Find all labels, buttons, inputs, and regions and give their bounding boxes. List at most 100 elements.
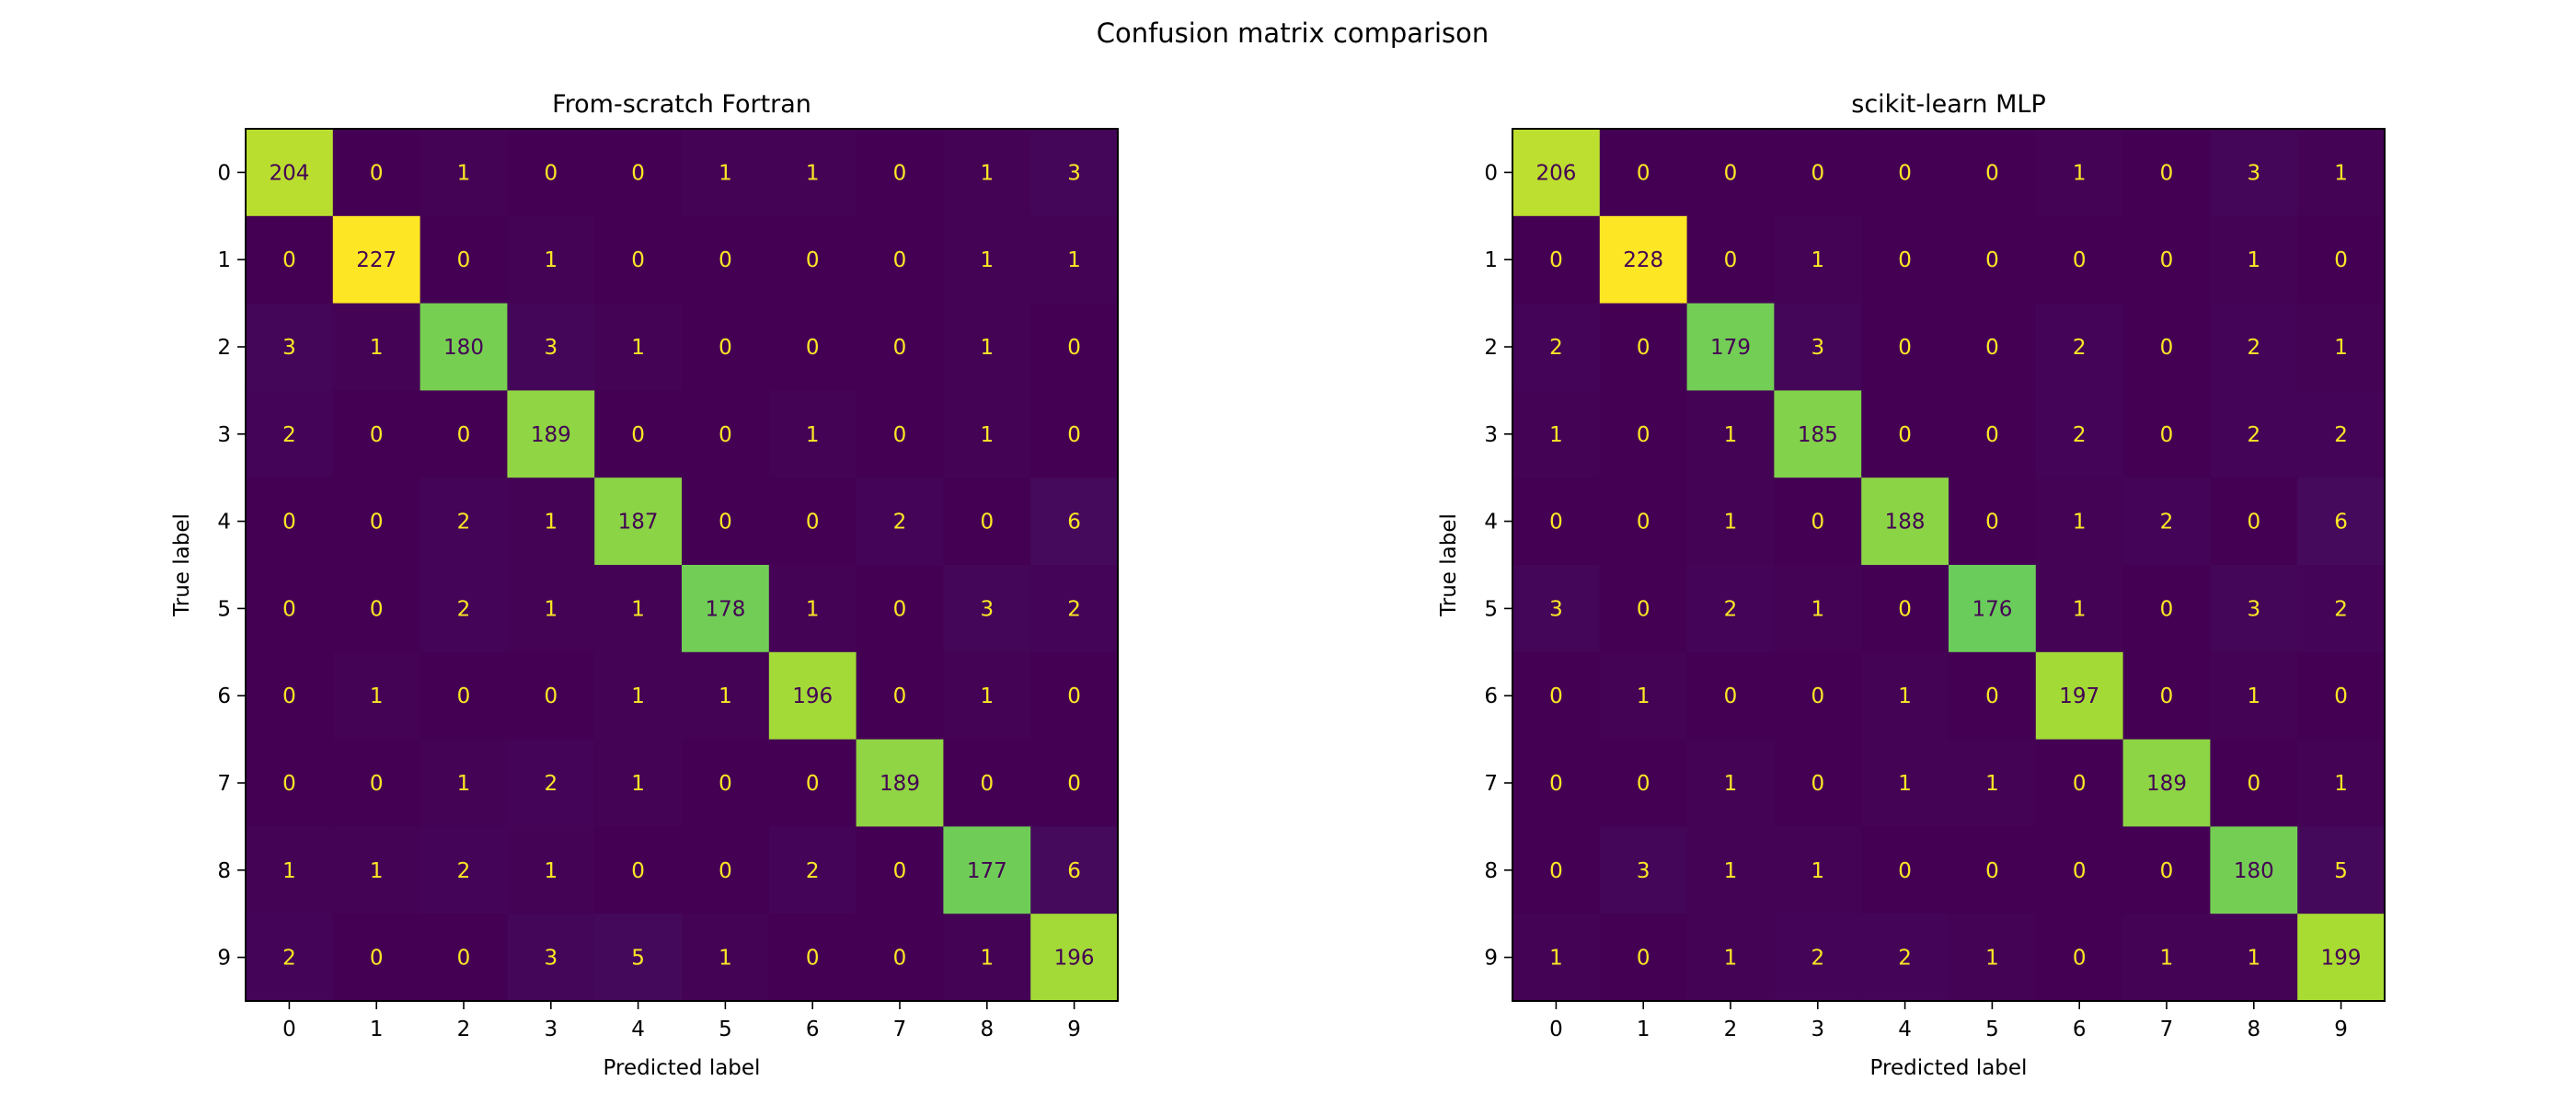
cell-value-label: 0 (282, 511, 296, 535)
cell-value-label: 2 (2334, 597, 2348, 621)
y-tick-label: 5 (217, 597, 231, 621)
cell-value-label: 0 (1637, 511, 1650, 535)
matrix-cell (2035, 914, 2124, 1002)
matrix-cell (2122, 826, 2211, 914)
matrix-cell (2122, 565, 2211, 653)
cell-value-label: 1 (631, 597, 645, 621)
matrix-cell (1512, 565, 1601, 653)
matrix-cell (1512, 826, 1601, 914)
matrix-cell (1512, 303, 1601, 391)
cell-value-label: 0 (282, 248, 296, 272)
matrix-cell (2122, 303, 2211, 391)
matrix-cell (2035, 390, 2124, 478)
matrix-cell (594, 390, 683, 478)
x-tick-label: 8 (2247, 1018, 2260, 1041)
matrix-cell (2210, 215, 2298, 305)
matrix-cell (768, 651, 857, 741)
figure-title: Confusion matrix comparison (1097, 17, 1489, 49)
cell-value-label: 3 (2247, 597, 2260, 621)
matrix-cell (1861, 215, 1949, 305)
matrix-cell (2210, 390, 2298, 478)
matrix-cell (2035, 565, 2124, 653)
matrix-cell (768, 565, 857, 653)
cell-value-label: 1 (1724, 947, 1738, 971)
cell-value-label: 0 (893, 947, 907, 971)
matrix-cell (2122, 215, 2211, 305)
cell-value-label: 0 (631, 248, 645, 272)
x-tick-label: 7 (893, 1018, 907, 1041)
cell-value-label: 2 (1549, 336, 1563, 360)
matrix-cell (507, 215, 595, 305)
cell-value-label: 1 (544, 597, 558, 621)
matrix-cell (1774, 826, 1862, 914)
matrix-cell (1512, 739, 1601, 827)
cell-value-label: 0 (544, 161, 558, 185)
cell-value-label: 0 (1067, 772, 1081, 796)
matrix-cell (943, 303, 1031, 391)
matrix-cell (246, 129, 334, 217)
matrix-cell (594, 477, 683, 566)
matrix-cell (1861, 129, 1949, 217)
cell-value-label: 1 (980, 947, 994, 971)
cell-value-label: 0 (1898, 597, 1912, 621)
cell-value-label: 5 (631, 947, 645, 971)
cell-value-label: 0 (806, 772, 820, 796)
matrix-cell (682, 390, 770, 478)
cell-value-label: 0 (2160, 161, 2174, 185)
matrix-cell (856, 477, 944, 566)
cell-value-label: 1 (2247, 947, 2260, 971)
matrix-cell (1599, 914, 1688, 1002)
cell-value-label: 0 (1637, 947, 1650, 971)
cell-value-label: 1 (1898, 684, 1912, 708)
cell-value-label: 0 (1811, 772, 1824, 796)
cell-value-label: 180 (443, 336, 484, 360)
y-tick-label: 9 (217, 947, 231, 971)
cell-value-label: 0 (1724, 161, 1738, 185)
matrix-cell (2297, 129, 2386, 217)
y-tick-label: 0 (1484, 161, 1498, 185)
cell-value-label: 0 (1067, 684, 1081, 708)
matrix-cell (2035, 215, 2124, 305)
matrix-cell (2122, 739, 2211, 827)
cell-value-label: 3 (544, 947, 558, 971)
matrix-cell (1861, 390, 1949, 478)
matrix-cell (2297, 914, 2386, 1002)
cell-value-label: 2 (1724, 597, 1738, 621)
cell-value-label: 0 (1811, 161, 1824, 185)
cell-value-label: 0 (282, 597, 296, 621)
matrix-cell (332, 477, 421, 566)
cell-value-label: 1 (806, 423, 820, 447)
x-tick-label: 2 (457, 1018, 471, 1041)
cell-value-label: 0 (1811, 511, 1824, 535)
matrix-cell (2297, 826, 2386, 914)
cell-value-label: 1 (980, 336, 994, 360)
cell-value-label: 176 (1972, 597, 2012, 621)
cell-value-label: 0 (370, 597, 384, 621)
cell-value-label: 0 (980, 511, 994, 535)
matrix-cell (594, 739, 683, 827)
matrix-cell (1774, 390, 1862, 478)
matrix-cell (1599, 129, 1688, 217)
matrix-cell (1599, 565, 1688, 653)
x-tick-label: 1 (370, 1018, 384, 1041)
cell-value-label: 3 (980, 597, 994, 621)
matrix-cell (2035, 651, 2124, 741)
matrix-cell (332, 651, 421, 741)
matrix-cell (943, 651, 1031, 741)
cell-value-label: 2 (2073, 423, 2087, 447)
cell-value-label: 0 (2073, 859, 2087, 883)
cell-value-label: 1 (1811, 248, 1824, 272)
cell-value-label: 1 (370, 336, 384, 360)
matrix-cell (332, 129, 421, 217)
matrix-cell (594, 565, 683, 653)
cell-value-label: 189 (2146, 772, 2187, 796)
matrix-cell (943, 739, 1031, 827)
matrix-cell (1686, 565, 1775, 653)
cell-value-label: 1 (544, 248, 558, 272)
cell-value-label: 177 (967, 859, 1007, 883)
matrix-cell (1030, 739, 1119, 827)
x-tick-label: 3 (1811, 1018, 1824, 1041)
matrix-cell (1686, 390, 1775, 478)
matrix-cell (943, 215, 1031, 305)
